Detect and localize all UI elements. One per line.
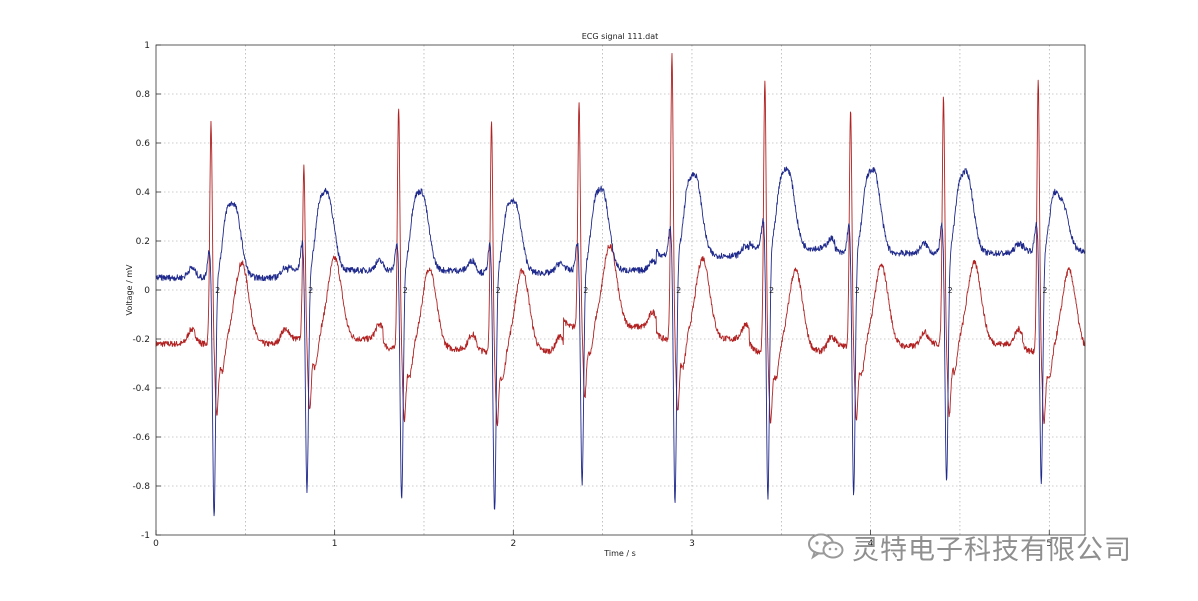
y-axis-label: Voltage / mV: [125, 264, 134, 316]
watermark: 灵特电子科技有限公司: [806, 530, 1132, 566]
beat-annotation: 2: [948, 286, 953, 295]
x-tick-label: 4: [868, 539, 874, 549]
beat-annotation: 2: [1042, 286, 1047, 295]
y-tick-label: -0.2: [132, 335, 150, 345]
x-tick-label: 2: [510, 539, 516, 549]
y-tick-label: 0.8: [136, 90, 151, 100]
beat-annotation: 2: [308, 286, 313, 295]
y-tick-label: 0.6: [136, 139, 151, 149]
y-tick-label: 0.4: [136, 188, 151, 198]
y-tick-label: -0.6: [132, 433, 150, 443]
x-axis-label: Time / s: [603, 549, 636, 558]
beat-annotation: 2: [855, 286, 860, 295]
beat-label-layer: 2 2 2 2 2 2 2 2 2 2: [215, 286, 1047, 295]
series-line-red: [155, 52, 1086, 427]
x-tick-label: 0: [153, 539, 159, 549]
beat-annotation: 2: [403, 286, 408, 295]
x-tick-label: 3: [689, 539, 695, 549]
watermark-text: 灵特电子科技有限公司: [852, 534, 1132, 566]
beat-annotation: 2: [215, 286, 220, 295]
y-tick-label: -0.4: [132, 384, 150, 394]
chart-title: ECG signal 111.dat: [582, 32, 659, 41]
tick-layer: 0 1 2 3 4 5 -1 -0.8 -0.6 -0.4 -0.2 0 0.2 0.4 0.6 0.8 1: [132, 41, 1052, 549]
x-tick-label: 5: [1046, 539, 1052, 549]
y-tick-label: -1: [141, 531, 150, 541]
beat-annotation: 2: [769, 286, 774, 295]
beat-annotation: 2: [496, 286, 501, 295]
beat-annotation: 2: [583, 286, 588, 295]
beat-annotation: 2: [676, 286, 681, 295]
y-tick-label: 1: [144, 41, 150, 51]
series-layer: [155, 52, 1086, 517]
series-line-blue: [155, 166, 1086, 517]
y-tick-label: 0: [144, 286, 150, 296]
wechat-icon: [806, 532, 846, 562]
y-tick-label: 0.2: [136, 237, 150, 247]
y-tick-label: -0.8: [132, 482, 150, 492]
x-tick-label: 1: [332, 539, 338, 549]
